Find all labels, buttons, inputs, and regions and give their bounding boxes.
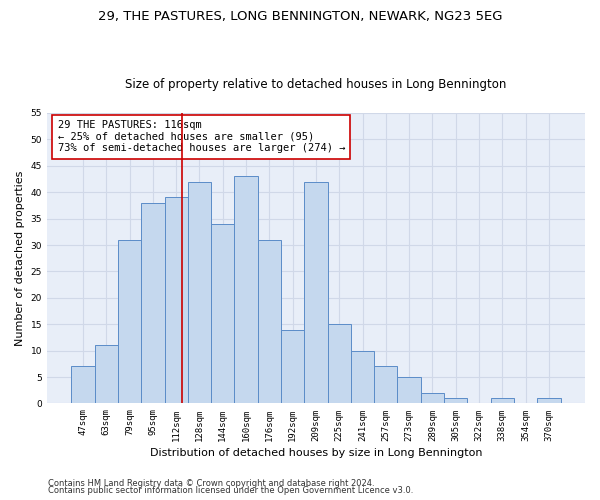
Bar (211, 224, 235, 404)
Y-axis label: Number of detached properties: Number of detached properties (15, 170, 25, 346)
Bar (491, 398, 514, 404)
Bar (95, 346, 118, 404)
Bar (188, 182, 211, 404)
Text: 29 THE PASTURES: 116sqm
← 25% of detached houses are smaller (95)
73% of semi-de: 29 THE PASTURES: 116sqm ← 25% of detache… (58, 120, 345, 154)
Bar (444, 398, 467, 404)
Text: Contains public sector information licensed under the Open Government Licence v3: Contains public sector information licen… (48, 486, 413, 495)
Text: 29, THE PASTURES, LONG BENNINGTON, NEWARK, NG23 5EG: 29, THE PASTURES, LONG BENNINGTON, NEWAR… (98, 10, 502, 23)
Bar (374, 366, 397, 404)
Bar (328, 324, 351, 404)
X-axis label: Distribution of detached houses by size in Long Bennington: Distribution of detached houses by size … (150, 448, 482, 458)
Bar (71, 366, 95, 404)
Title: Size of property relative to detached houses in Long Bennington: Size of property relative to detached ho… (125, 78, 506, 91)
Bar (537, 398, 560, 404)
Text: Contains HM Land Registry data © Crown copyright and database right 2024.: Contains HM Land Registry data © Crown c… (48, 478, 374, 488)
Bar (281, 330, 304, 404)
Bar (118, 240, 141, 404)
Bar (421, 393, 444, 404)
Bar (258, 240, 281, 404)
Bar (351, 350, 374, 404)
Bar (164, 198, 188, 404)
Bar (397, 377, 421, 404)
Bar (304, 182, 328, 404)
Bar (235, 176, 258, 404)
Bar (141, 203, 164, 404)
